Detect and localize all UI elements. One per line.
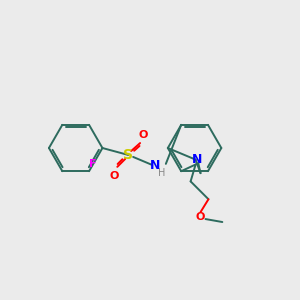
Text: O: O bbox=[196, 212, 205, 222]
Text: H: H bbox=[158, 168, 166, 178]
Text: N: N bbox=[150, 159, 160, 172]
Text: O: O bbox=[110, 171, 119, 181]
Text: F: F bbox=[89, 159, 97, 169]
Text: O: O bbox=[138, 130, 148, 140]
Text: S: S bbox=[123, 148, 133, 162]
Text: N: N bbox=[191, 153, 202, 166]
